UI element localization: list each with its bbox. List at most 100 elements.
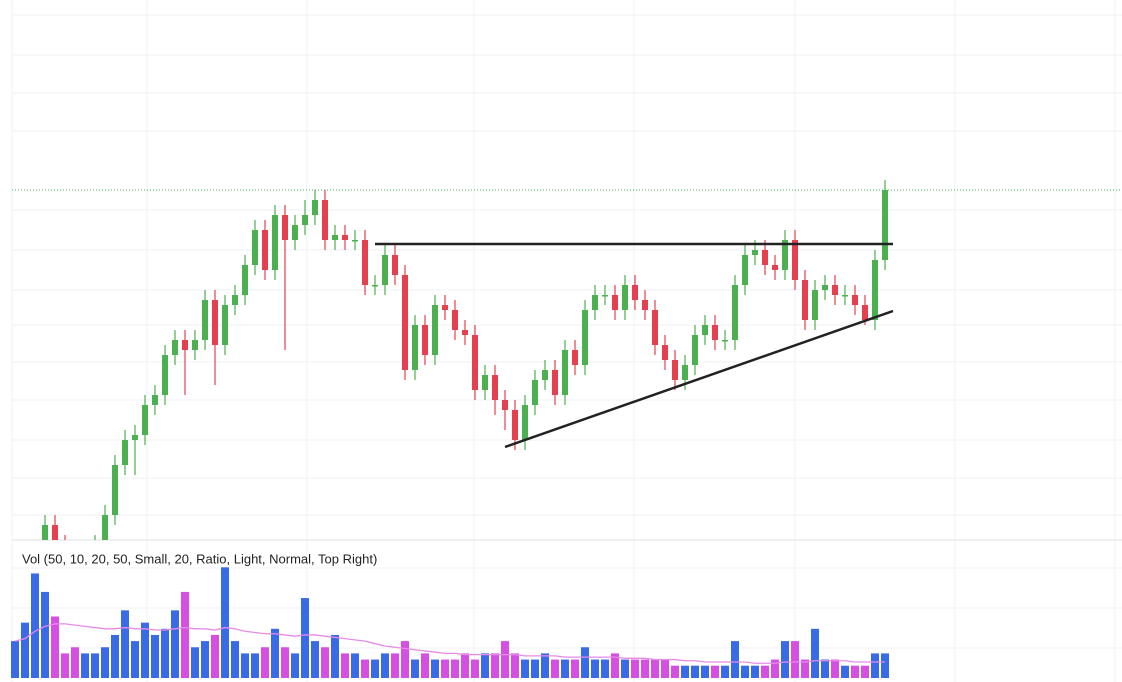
volume-bar — [771, 659, 779, 678]
volume-bar — [791, 641, 799, 678]
candle-body — [832, 285, 838, 295]
candle-body — [592, 295, 598, 310]
candle-body — [332, 235, 338, 240]
candle-body — [142, 405, 148, 435]
volume-bar — [211, 634, 219, 678]
volume-bar — [331, 634, 339, 678]
volume-bar — [271, 628, 279, 678]
price-pane — [12, 180, 1122, 600]
candle-body — [452, 310, 458, 330]
volume-bar — [881, 653, 889, 678]
candle-body — [192, 340, 198, 350]
volume-bar — [301, 598, 309, 678]
candle-body — [82, 565, 88, 575]
candle-body — [642, 300, 648, 310]
candle-body — [132, 435, 138, 440]
volume-bar — [551, 659, 559, 678]
volume-bar — [141, 622, 149, 678]
volume-bar — [541, 653, 549, 678]
volume-bar — [101, 647, 109, 678]
volume-bar — [761, 665, 769, 678]
volume-bar — [651, 659, 659, 678]
volume-bar — [161, 628, 169, 678]
candle-body — [702, 325, 708, 335]
volume-bar — [481, 653, 489, 678]
volume-bar — [191, 647, 199, 678]
candle-body — [242, 265, 248, 295]
volume-bar — [851, 665, 859, 678]
volume-bar — [511, 653, 519, 678]
candle-body — [502, 400, 508, 410]
volume-bar — [631, 659, 639, 678]
candle-body — [402, 275, 408, 370]
volume-bar — [821, 659, 829, 678]
candle-body — [342, 235, 348, 240]
candle-body — [412, 325, 418, 370]
candle-body — [302, 215, 308, 225]
volume-bar — [741, 665, 749, 678]
candle-body — [162, 355, 168, 395]
volume-bar — [151, 634, 159, 678]
candle-body — [472, 335, 478, 390]
candle-body — [382, 255, 388, 285]
volume-bar — [171, 610, 179, 678]
volume-bar — [731, 641, 739, 678]
volume-bar — [671, 665, 679, 678]
candle-body — [722, 340, 728, 342]
candle-body — [872, 260, 878, 320]
volume-bar — [531, 659, 539, 678]
volume-bar — [61, 653, 69, 678]
volume-bar — [491, 653, 499, 678]
volume-bar — [291, 653, 299, 678]
candle-body — [322, 200, 328, 240]
volume-bar — [391, 653, 399, 678]
volume-bar — [131, 641, 139, 678]
candle-body — [812, 290, 818, 320]
volume-bar — [641, 659, 649, 678]
volume-bar — [281, 647, 289, 678]
candle-body — [612, 295, 618, 310]
volume-bar — [81, 653, 89, 678]
candle-body — [232, 295, 238, 305]
volume-bar — [401, 641, 409, 678]
candle-body — [532, 380, 538, 405]
volume-bar — [311, 641, 319, 678]
volume-bar — [411, 659, 419, 678]
volume-bar — [91, 653, 99, 678]
candle-body — [852, 295, 858, 305]
candle-body — [392, 255, 398, 275]
volume-bar — [591, 659, 599, 678]
volume-ma-line — [14, 623, 885, 664]
volume-bar — [421, 653, 429, 678]
candle-body — [252, 230, 258, 265]
candle-body — [172, 340, 178, 355]
volume-bar — [611, 653, 619, 678]
candle-body — [102, 515, 108, 540]
candle-body — [432, 305, 438, 355]
volume-bar — [701, 665, 709, 678]
volume-bar — [21, 622, 29, 678]
volume-bar — [381, 653, 389, 678]
volume-bar — [811, 628, 819, 678]
candle-body — [42, 525, 48, 540]
volume-bar — [321, 647, 329, 678]
volume-bar — [31, 573, 39, 678]
candle-body — [782, 240, 788, 270]
candle-body — [602, 295, 608, 297]
volume-bar — [831, 659, 839, 678]
candle-body — [122, 440, 128, 465]
candle-body — [862, 305, 868, 320]
candle-body — [552, 370, 558, 395]
candle-body — [822, 285, 828, 290]
volume-bar — [691, 665, 699, 678]
volume-bar — [111, 634, 119, 678]
volume-bar — [801, 659, 809, 678]
volume-bar — [711, 665, 719, 678]
candle-body — [262, 230, 268, 270]
candle-body — [562, 350, 568, 395]
volume-bar — [11, 641, 19, 678]
candle-body — [22, 590, 28, 600]
candle-body — [652, 310, 658, 345]
candle-body — [312, 200, 318, 215]
